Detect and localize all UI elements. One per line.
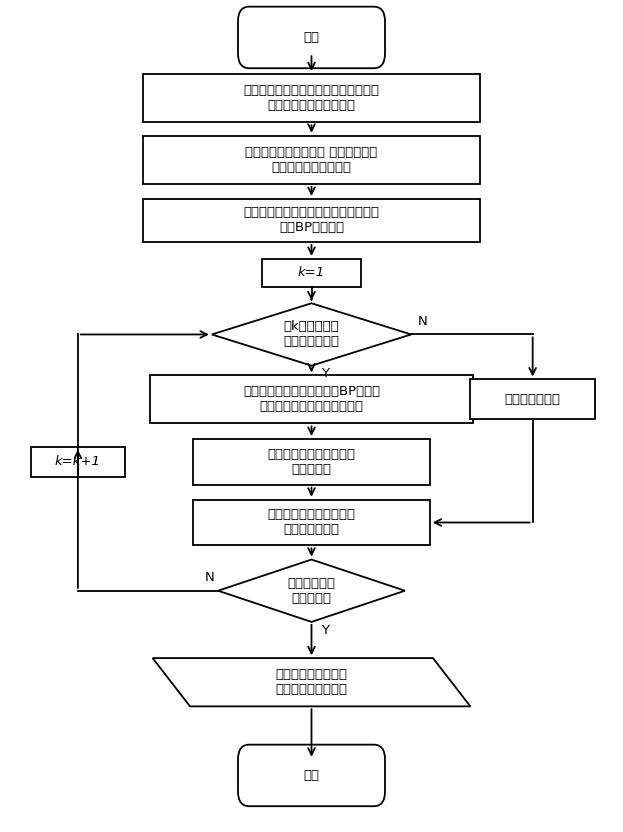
Text: Y: Y bbox=[321, 368, 329, 380]
Text: N: N bbox=[417, 314, 427, 328]
Bar bbox=[470, 379, 595, 419]
Bar bbox=[143, 74, 480, 122]
Text: k=k+1: k=k+1 bbox=[55, 455, 101, 468]
Text: 将相应时刻天气信息输入到BP神经网
络，得到太阳光照强度和温度: 将相应时刻天气信息输入到BP神经网 络，得到太阳光照强度和温度 bbox=[243, 385, 380, 414]
Text: 计算得到光伏电站出力，
作为修复的数据: 计算得到光伏电站出力， 作为修复的数据 bbox=[267, 508, 356, 537]
Text: 在数据库中修复相应
数据，输出修复报告: 在数据库中修复相应 数据，输出修复报告 bbox=[275, 668, 348, 696]
Text: 抽样得到各时刻的光伏电
站开机容量: 抽样得到各时刻的光伏电 站开机容量 bbox=[267, 448, 356, 476]
Text: 修复完所有异
常数据组？: 修复完所有异 常数据组？ bbox=[287, 577, 336, 605]
Text: N: N bbox=[205, 571, 215, 584]
FancyBboxPatch shape bbox=[238, 745, 385, 806]
Bar bbox=[143, 136, 480, 184]
Text: Y: Y bbox=[321, 624, 329, 636]
Text: 筛选得到数据中的异常数据，并将异常
数据分为连续型和局部型: 筛选得到数据中的异常数据，并将异常 数据分为连续型和局部型 bbox=[244, 84, 379, 112]
Bar bbox=[193, 499, 430, 546]
Polygon shape bbox=[153, 658, 470, 706]
Text: 第k组异常数据
为连续异常型？: 第k组异常数据 为连续异常型？ bbox=[283, 320, 340, 349]
Bar bbox=[143, 199, 480, 242]
FancyBboxPatch shape bbox=[238, 7, 385, 68]
Bar bbox=[31, 447, 125, 477]
Polygon shape bbox=[218, 560, 405, 622]
Text: 利用插值法修复: 利用插值法修复 bbox=[505, 393, 561, 406]
Text: 结束: 结束 bbox=[303, 769, 320, 782]
Bar bbox=[193, 439, 430, 484]
Bar bbox=[150, 375, 473, 423]
Polygon shape bbox=[212, 303, 411, 366]
Text: k=1: k=1 bbox=[298, 266, 325, 280]
Text: 开始: 开始 bbox=[303, 31, 320, 44]
Text: 利用已知天气信息和已知光伏出力数据
训练BP神经网络: 利用已知天气信息和已知光伏出力数据 训练BP神经网络 bbox=[244, 206, 379, 235]
Bar bbox=[262, 259, 361, 287]
Text: 检验天气信息与光伏电 站出力的相关
性，找出相关的数据项: 检验天气信息与光伏电 站出力的相关 性，找出相关的数据项 bbox=[245, 146, 378, 174]
